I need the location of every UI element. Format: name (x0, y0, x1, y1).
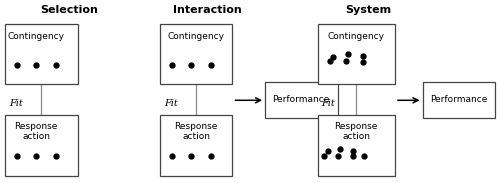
Text: Contingency: Contingency (168, 32, 225, 41)
FancyBboxPatch shape (5, 115, 78, 176)
Text: Contingency: Contingency (328, 32, 385, 41)
FancyBboxPatch shape (422, 82, 495, 118)
Text: Interaction: Interaction (172, 5, 241, 16)
Text: Contingency: Contingency (8, 32, 65, 41)
Text: Response
action: Response action (14, 122, 58, 141)
Text: Response
action: Response action (334, 122, 378, 141)
Text: Performance: Performance (272, 95, 330, 104)
Text: Fit: Fit (9, 99, 23, 108)
FancyBboxPatch shape (265, 82, 338, 118)
FancyBboxPatch shape (160, 115, 232, 176)
FancyBboxPatch shape (318, 24, 395, 84)
Text: Response
action: Response action (174, 122, 218, 141)
Text: System: System (345, 5, 391, 16)
Text: Fit: Fit (322, 99, 335, 108)
Text: Fit: Fit (164, 99, 178, 108)
FancyBboxPatch shape (160, 24, 232, 84)
Text: Selection: Selection (40, 5, 98, 16)
FancyBboxPatch shape (318, 115, 395, 176)
FancyBboxPatch shape (5, 24, 78, 84)
Text: Performance: Performance (430, 95, 488, 104)
